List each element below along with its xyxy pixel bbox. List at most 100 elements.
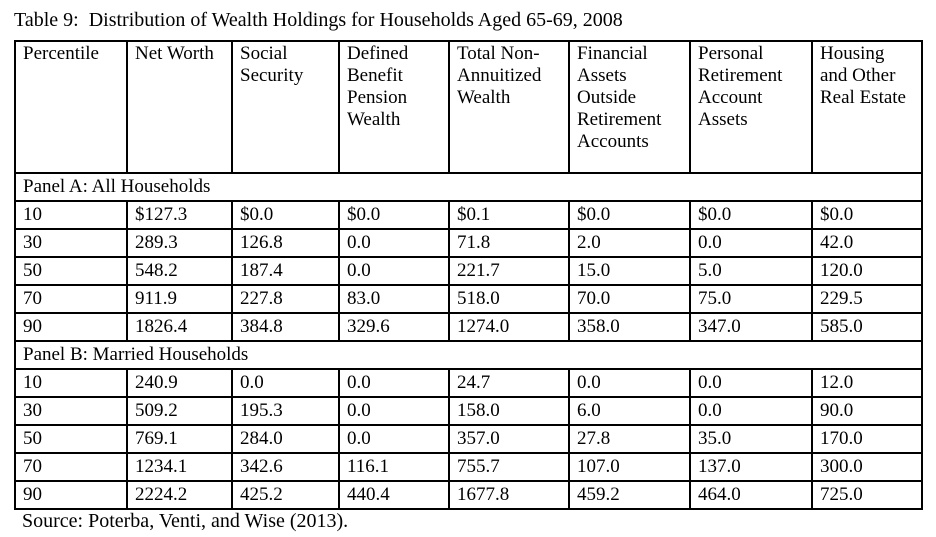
table-row: 50 769.1 284.0 0.0 357.0 27.8 35.0 170.0 [14, 424, 923, 454]
value-cell: 518.0 [448, 284, 570, 314]
value-cell: 0.0 [231, 368, 340, 398]
value-cell: 1234.1 [126, 452, 233, 482]
value-cell: 195.3 [231, 396, 340, 426]
value-cell: 329.6 [338, 312, 450, 342]
value-cell: 342.6 [231, 452, 340, 482]
value-cell: 5.0 [689, 256, 813, 286]
value-cell: 0.0 [338, 368, 450, 398]
column-header-housing-and-other-real-estate: Housing and Other Real Estate [811, 40, 923, 174]
value-cell: 357.0 [448, 424, 570, 454]
value-cell: 35.0 [689, 424, 813, 454]
value-cell: 27.8 [568, 424, 691, 454]
column-header-percentile: Percentile [14, 40, 128, 174]
panel-label-row: Panel B: Married Households [14, 340, 923, 370]
percentile-cell: 10 [14, 368, 128, 398]
value-cell: 459.2 [568, 480, 691, 510]
value-cell: 83.0 [338, 284, 450, 314]
value-cell: 2.0 [568, 228, 691, 258]
value-cell: 120.0 [811, 256, 923, 286]
table-row: 90 2224.2 425.2 440.4 1677.8 459.2 464.0 725.0 [14, 480, 923, 510]
value-cell: 15.0 [568, 256, 691, 286]
value-cell: 0.0 [338, 228, 450, 258]
value-cell: 0.0 [568, 368, 691, 398]
value-cell: 158.0 [448, 396, 570, 426]
panel-label: Panel A: All Households [14, 172, 923, 202]
table-row: 70 1234.1 342.6 116.1 755.7 107.0 137.0 300.0 [14, 452, 923, 482]
value-cell: 725.0 [811, 480, 923, 510]
value-cell: 75.0 [689, 284, 813, 314]
panel-label-row: Panel A: All Households [14, 172, 923, 202]
value-cell: $127.3 [126, 200, 233, 230]
value-cell: 70.0 [568, 284, 691, 314]
value-cell: 170.0 [811, 424, 923, 454]
percentile-cell: 50 [14, 424, 128, 454]
value-cell: 6.0 [568, 396, 691, 426]
percentile-cell: 70 [14, 452, 128, 482]
value-cell: 42.0 [811, 228, 923, 258]
value-cell: 284.0 [231, 424, 340, 454]
table-row: 30 509.2 195.3 0.0 158.0 6.0 0.0 90.0 [14, 396, 923, 426]
value-cell: $0.0 [231, 200, 340, 230]
value-cell: 24.7 [448, 368, 570, 398]
value-cell: 425.2 [231, 480, 340, 510]
value-cell: 289.3 [126, 228, 233, 258]
table-row: 90 1826.4 384.8 329.6 1274.0 358.0 347.0 585.0 [14, 312, 923, 342]
value-cell: 440.4 [338, 480, 450, 510]
percentile-cell: 90 [14, 480, 128, 510]
value-cell: 0.0 [338, 396, 450, 426]
value-cell: 585.0 [811, 312, 923, 342]
value-cell: $0.0 [338, 200, 450, 230]
percentile-cell: 50 [14, 256, 128, 286]
value-cell: 911.9 [126, 284, 233, 314]
value-cell: 90.0 [811, 396, 923, 426]
value-cell: 229.5 [811, 284, 923, 314]
value-cell: 1826.4 [126, 312, 233, 342]
value-cell: 240.9 [126, 368, 233, 398]
value-cell: 221.7 [448, 256, 570, 286]
value-cell: $0.0 [689, 200, 813, 230]
percentile-cell: 90 [14, 312, 128, 342]
column-header-financial-assets-outside-retirement-accounts: Financial Assets Outside Retirement Acco… [568, 40, 691, 174]
column-header-net-worth: Net Worth [126, 40, 233, 174]
column-header-defined-benefit-pension-wealth: Defined Benefit Pension Wealth [338, 40, 450, 174]
value-cell: 0.0 [689, 228, 813, 258]
value-cell: 0.0 [689, 396, 813, 426]
value-cell: $0.1 [448, 200, 570, 230]
value-cell: 0.0 [338, 256, 450, 286]
table-row: 30 289.3 126.8 0.0 71.8 2.0 0.0 42.0 [14, 228, 923, 258]
value-cell: 548.2 [126, 256, 233, 286]
table-row: 10 $127.3 $0.0 $0.0 $0.1 $0.0 $0.0 $0.0 [14, 200, 923, 230]
value-cell: 0.0 [689, 368, 813, 398]
value-cell: 116.1 [338, 452, 450, 482]
value-cell: 1274.0 [448, 312, 570, 342]
column-header-personal-retirement-account-assets: Personal Retirement Account Assets [689, 40, 813, 174]
value-cell: 769.1 [126, 424, 233, 454]
value-cell: 509.2 [126, 396, 233, 426]
source-citation: Source: Poterba, Venti, and Wise (2013). [22, 510, 349, 532]
table-title: Table 9: Distribution of Wealth Holdings… [14, 9, 623, 31]
column-header-total-non-annuitized-wealth: Total Non-Annuitized Wealth [448, 40, 570, 174]
table-row: 50 548.2 187.4 0.0 221.7 15.0 5.0 120.0 [14, 256, 923, 286]
value-cell: 2224.2 [126, 480, 233, 510]
value-cell: 126.8 [231, 228, 340, 258]
value-cell: 1677.8 [448, 480, 570, 510]
value-cell: 227.8 [231, 284, 340, 314]
value-cell: 187.4 [231, 256, 340, 286]
value-cell: 358.0 [568, 312, 691, 342]
value-cell: 464.0 [689, 480, 813, 510]
percentile-cell: 30 [14, 396, 128, 426]
percentile-cell: 70 [14, 284, 128, 314]
percentile-cell: 30 [14, 228, 128, 258]
value-cell: 12.0 [811, 368, 923, 398]
value-cell: 384.8 [231, 312, 340, 342]
value-cell: 0.0 [338, 424, 450, 454]
value-cell: $0.0 [568, 200, 691, 230]
value-cell: 107.0 [568, 452, 691, 482]
value-cell: 137.0 [689, 452, 813, 482]
value-cell: 755.7 [448, 452, 570, 482]
percentile-cell: 10 [14, 200, 128, 230]
value-cell: 300.0 [811, 452, 923, 482]
value-cell: 71.8 [448, 228, 570, 258]
value-cell: $0.0 [811, 200, 923, 230]
